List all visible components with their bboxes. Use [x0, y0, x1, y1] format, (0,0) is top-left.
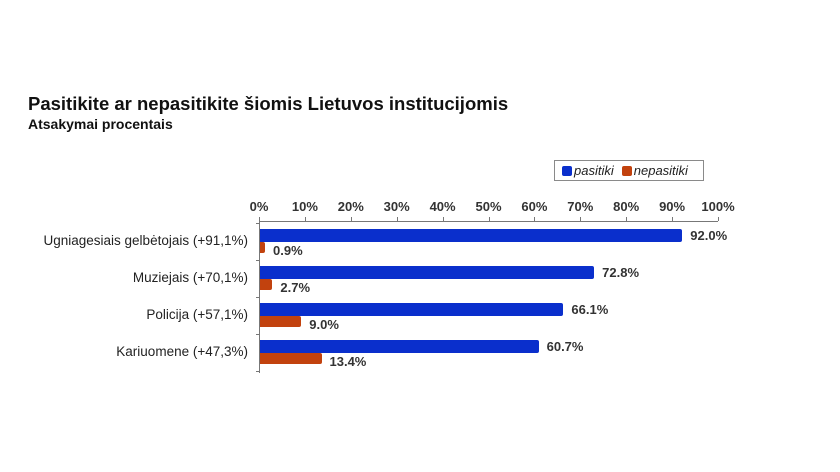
bar-pasitiki — [260, 303, 564, 316]
x-tick — [672, 217, 673, 221]
bar-nepasitiki — [260, 353, 322, 364]
y-tick — [256, 371, 259, 372]
category-label: Ugniagesiais gelbėtojais (+91,1%) — [43, 233, 249, 248]
value-label-pasitiki: 66.1% — [571, 302, 609, 317]
x-tick — [397, 217, 398, 221]
x-tick-label: 20% — [337, 199, 364, 214]
x-tick-label: 70% — [567, 199, 594, 214]
value-label-nepasitiki: 2.7% — [280, 280, 311, 295]
legend-item-pasitiki: pasitiki — [562, 163, 614, 178]
category-label: Policija (+57,1%) — [146, 307, 248, 322]
x-tick — [259, 217, 260, 221]
x-tick-label: 0% — [249, 199, 269, 214]
value-label-pasitiki: 60.7% — [546, 339, 584, 354]
x-tick-label: 100% — [701, 199, 735, 214]
bar-pasitiki — [260, 229, 683, 242]
value-label-nepasitiki: 9.0% — [309, 317, 339, 332]
legend-swatch-pasitiki — [562, 165, 572, 176]
bar-pasitiki — [260, 266, 595, 279]
category-label: Muziejais (+70,1%) — [132, 270, 248, 285]
x-tick-label: 80% — [613, 199, 640, 214]
value-label-nepasitiki: 0.9% — [273, 243, 303, 258]
category-label: Kariuomene (+47,3%) — [116, 344, 248, 359]
x-tick-label: 40% — [429, 199, 456, 214]
x-tick — [443, 217, 444, 221]
value-label-nepasitiki: 13.4% — [329, 354, 367, 369]
legend-label: pasitiki — [574, 163, 614, 178]
y-tick — [256, 260, 259, 261]
legend-label: nepasitiki — [633, 163, 688, 178]
chart-subtitle: Atsakymai procentais — [28, 116, 173, 132]
x-tick — [580, 217, 581, 221]
x-tick — [718, 217, 719, 221]
x-tick-label: 60% — [521, 199, 548, 214]
legend-swatch-nepasitiki — [621, 165, 632, 176]
y-tick — [256, 223, 259, 224]
bar-nepasitiki — [260, 279, 273, 290]
legend-item-nepasitiki: nepasitiki — [621, 163, 688, 178]
x-tick — [351, 217, 352, 221]
x-tick-label: 30% — [383, 199, 410, 214]
bar-nepasitiki — [260, 242, 265, 253]
bar-nepasitiki — [260, 316, 302, 327]
y-axis-line — [259, 221, 260, 373]
x-tick — [305, 217, 306, 221]
y-tick — [256, 297, 259, 298]
chart-title: Pasitikite ar nepasitikite šiomis Lietuv… — [28, 93, 509, 114]
bar-pasitiki — [260, 340, 539, 353]
value-label-pasitiki: 72.8% — [602, 265, 640, 280]
x-tick-label: 10% — [291, 199, 318, 214]
x-tick-label: 90% — [659, 199, 686, 214]
value-label-pasitiki: 92.0% — [690, 228, 728, 243]
x-tick — [626, 217, 627, 221]
x-tick-label: 50% — [475, 199, 502, 214]
legend: pasitiki nepasitiki — [554, 160, 704, 181]
x-axis-line — [259, 221, 718, 222]
y-tick — [256, 334, 259, 335]
x-tick — [489, 217, 490, 221]
x-tick — [534, 217, 535, 221]
